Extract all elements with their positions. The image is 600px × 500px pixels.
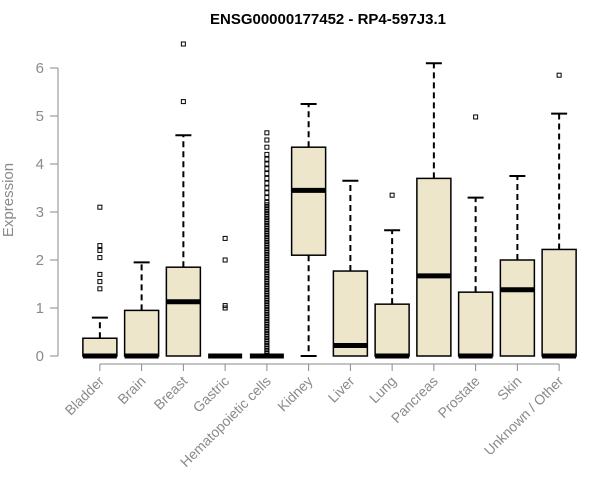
chart-title: ENSG00000177452 - RP4-597J3.1 — [210, 11, 446, 28]
y-tick-label: 4 — [36, 156, 44, 173]
box-lung — [374, 192, 410, 359]
box-hematopoietic-cells — [249, 130, 284, 359]
box-rect — [290, 146, 327, 256]
outlier-point — [180, 99, 186, 105]
outlier-point — [97, 279, 103, 285]
outlier-point — [180, 41, 186, 47]
box-bladder — [82, 204, 118, 359]
box-rect — [123, 309, 160, 357]
outlier-point — [264, 180, 270, 186]
box-skin — [499, 175, 536, 357]
y-tick-label: 6 — [36, 60, 44, 77]
outlier-point — [264, 195, 270, 201]
y-axis: 0 1 2 3 4 5 6 — [36, 60, 59, 365]
box-breast — [165, 41, 202, 357]
x-tick-label: Kidney — [274, 373, 316, 415]
outlier-point — [556, 72, 562, 78]
outlier-point — [264, 190, 270, 196]
box-group — [82, 41, 577, 359]
box-rect — [499, 259, 536, 357]
box-rect — [541, 248, 577, 357]
y-tick-label: 2 — [36, 252, 44, 269]
box-rect — [82, 337, 118, 357]
outlier-point — [264, 130, 270, 136]
box-prostate — [457, 114, 494, 359]
outlier-point — [97, 286, 103, 292]
x-tick-label: Bladder — [62, 373, 108, 419]
outlier-point — [264, 144, 270, 150]
outlier-point — [264, 137, 270, 143]
box-rect — [457, 291, 494, 357]
outlier-point — [97, 204, 103, 210]
x-tick-label: Skin — [494, 373, 525, 404]
outlier-point — [97, 271, 103, 277]
outlier-point — [264, 161, 270, 167]
outlier-point — [222, 257, 228, 263]
outlier-point — [264, 175, 270, 181]
box-rect — [165, 266, 202, 357]
outlier-point — [473, 114, 479, 120]
x-tick-label: Lung — [366, 373, 399, 406]
box-unknown-other — [541, 72, 577, 359]
outlier-point — [97, 243, 103, 249]
outlier-point — [222, 303, 228, 309]
y-tick-label: 1 — [36, 300, 44, 317]
x-tick-label: Prostate — [435, 373, 483, 421]
box-gastric — [208, 235, 243, 359]
y-tick-label: 5 — [36, 108, 44, 125]
box-kidney — [290, 103, 327, 357]
y-tick-label: 0 — [36, 348, 44, 365]
outlier-point — [264, 199, 270, 205]
y-tick-label: 3 — [36, 204, 44, 221]
outlier-point — [97, 255, 103, 261]
x-tick-label: Breast — [151, 373, 191, 413]
x-tick-label: Liver — [325, 373, 358, 406]
box-rect — [374, 303, 410, 357]
box-brain — [123, 261, 160, 359]
outlier-point — [264, 166, 270, 172]
outlier-point — [264, 185, 270, 191]
x-tick-label: Unknown / Other — [481, 373, 567, 459]
outlier-point — [389, 192, 395, 198]
outlier-point — [264, 151, 270, 157]
box-rect — [332, 270, 369, 357]
box-rect — [416, 177, 452, 357]
outlier-point — [222, 235, 228, 241]
box-liver — [332, 179, 369, 357]
outlier-point — [264, 171, 270, 177]
box-pancreas — [416, 62, 452, 357]
x-tick-label: Brain — [114, 373, 148, 407]
outlier-point — [264, 156, 270, 162]
y-axis-label: Expression — [0, 163, 17, 237]
outlier-point — [97, 247, 103, 253]
